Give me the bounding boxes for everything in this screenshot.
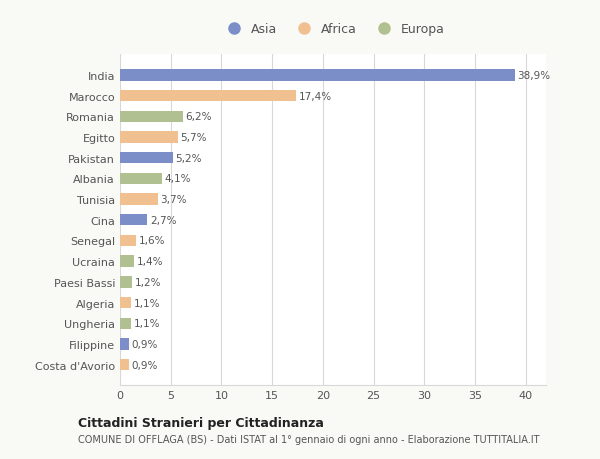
Bar: [120, 194, 158, 205]
Text: COMUNE DI OFFLAGA (BS) - Dati ISTAT al 1° gennaio di ogni anno - Elaborazione TU: COMUNE DI OFFLAGA (BS) - Dati ISTAT al 1…: [78, 434, 539, 443]
Bar: [120, 256, 134, 267]
Bar: [120, 215, 148, 226]
Bar: [120, 70, 515, 81]
Bar: [120, 339, 129, 350]
Text: 4,1%: 4,1%: [164, 174, 191, 184]
Text: 1,4%: 1,4%: [137, 257, 163, 267]
Text: 2,7%: 2,7%: [150, 215, 176, 225]
Text: 1,2%: 1,2%: [135, 277, 161, 287]
Bar: [120, 132, 178, 143]
Text: 1,6%: 1,6%: [139, 236, 165, 246]
Text: Cittadini Stranieri per Cittadinanza: Cittadini Stranieri per Cittadinanza: [78, 416, 324, 429]
Bar: [120, 174, 161, 185]
Bar: [120, 235, 136, 246]
Text: 0,9%: 0,9%: [131, 339, 158, 349]
Text: 0,9%: 0,9%: [131, 360, 158, 370]
Legend: Asia, Africa, Europa: Asia, Africa, Europa: [217, 18, 449, 41]
Bar: [120, 112, 183, 123]
Bar: [120, 318, 131, 329]
Text: 38,9%: 38,9%: [517, 71, 550, 81]
Bar: [120, 91, 296, 102]
Text: 5,7%: 5,7%: [181, 133, 207, 143]
Text: 5,2%: 5,2%: [175, 153, 202, 163]
Bar: [120, 153, 173, 164]
Text: 1,1%: 1,1%: [134, 298, 160, 308]
Bar: [120, 359, 129, 370]
Text: 3,7%: 3,7%: [160, 195, 187, 205]
Text: 17,4%: 17,4%: [299, 91, 332, 101]
Text: 1,1%: 1,1%: [134, 319, 160, 329]
Bar: [120, 297, 131, 308]
Text: 6,2%: 6,2%: [185, 112, 212, 122]
Bar: [120, 277, 132, 288]
